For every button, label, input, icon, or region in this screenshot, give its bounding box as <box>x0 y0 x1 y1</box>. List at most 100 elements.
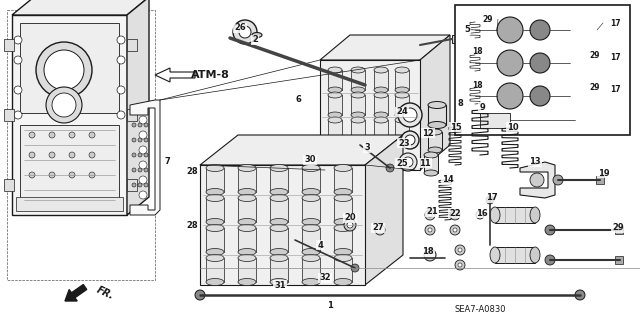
Bar <box>395 120 409 140</box>
Polygon shape <box>12 0 149 15</box>
Ellipse shape <box>428 129 442 135</box>
Circle shape <box>575 290 585 300</box>
Circle shape <box>138 138 142 142</box>
Ellipse shape <box>351 87 365 93</box>
Ellipse shape <box>395 87 409 93</box>
Bar <box>270 258 288 282</box>
Ellipse shape <box>395 117 409 123</box>
Text: 17: 17 <box>610 85 620 94</box>
Bar <box>480 113 510 128</box>
Circle shape <box>398 103 422 127</box>
Circle shape <box>455 260 465 270</box>
Ellipse shape <box>328 87 342 93</box>
Ellipse shape <box>395 137 409 143</box>
Circle shape <box>144 168 148 172</box>
Circle shape <box>132 138 136 142</box>
Bar <box>328 95 342 115</box>
Circle shape <box>453 213 457 217</box>
Circle shape <box>425 210 435 220</box>
Ellipse shape <box>238 255 256 262</box>
Bar <box>395 70 409 90</box>
Text: 28: 28 <box>186 167 198 176</box>
Text: 25: 25 <box>396 159 408 167</box>
Polygon shape <box>155 68 195 82</box>
Circle shape <box>144 123 148 127</box>
Bar <box>4 39 14 51</box>
Ellipse shape <box>351 92 365 98</box>
Bar <box>455 5 630 135</box>
Text: 14: 14 <box>442 175 454 184</box>
Bar <box>428 105 446 125</box>
Ellipse shape <box>374 137 388 143</box>
Circle shape <box>144 138 148 142</box>
Ellipse shape <box>270 255 288 262</box>
Bar <box>238 258 256 282</box>
Circle shape <box>139 176 147 184</box>
Circle shape <box>375 225 385 235</box>
Ellipse shape <box>334 189 352 196</box>
Ellipse shape <box>270 195 288 202</box>
Circle shape <box>138 153 142 157</box>
Text: 18: 18 <box>472 80 483 90</box>
Ellipse shape <box>206 255 224 262</box>
Bar <box>270 228 288 252</box>
Ellipse shape <box>334 278 352 286</box>
Text: 18: 18 <box>422 248 434 256</box>
Circle shape <box>424 249 436 261</box>
Ellipse shape <box>374 92 388 98</box>
Circle shape <box>89 152 95 158</box>
Circle shape <box>195 290 205 300</box>
Bar <box>334 258 352 282</box>
Text: 11: 11 <box>419 159 431 167</box>
Circle shape <box>138 183 142 187</box>
Text: 17: 17 <box>610 19 620 27</box>
Bar <box>495 247 535 263</box>
Ellipse shape <box>351 67 365 73</box>
Bar <box>395 95 409 115</box>
Text: 29: 29 <box>589 50 600 60</box>
Circle shape <box>450 225 460 235</box>
Circle shape <box>14 36 22 44</box>
Text: 2: 2 <box>252 35 258 44</box>
Circle shape <box>233 20 257 44</box>
Circle shape <box>14 86 22 94</box>
Bar <box>351 95 365 115</box>
Bar <box>374 95 388 115</box>
Bar <box>238 198 256 222</box>
Text: 20: 20 <box>344 213 356 222</box>
Text: 17: 17 <box>486 194 498 203</box>
Bar <box>302 168 320 192</box>
Circle shape <box>458 263 462 267</box>
Text: 32: 32 <box>319 273 331 283</box>
Ellipse shape <box>428 122 446 129</box>
Circle shape <box>553 175 563 185</box>
Circle shape <box>458 248 462 252</box>
Text: 24: 24 <box>396 108 408 116</box>
Ellipse shape <box>302 278 320 286</box>
Bar <box>334 228 352 252</box>
Bar <box>452 35 468 43</box>
Bar <box>127 109 137 121</box>
Ellipse shape <box>206 225 224 232</box>
Circle shape <box>545 255 555 265</box>
Ellipse shape <box>328 67 342 73</box>
Bar <box>4 109 14 121</box>
Ellipse shape <box>334 195 352 202</box>
Circle shape <box>138 123 142 127</box>
Bar <box>270 198 288 222</box>
Ellipse shape <box>395 67 409 73</box>
Text: 7: 7 <box>164 158 170 167</box>
Circle shape <box>44 50 84 90</box>
Bar <box>302 258 320 282</box>
Circle shape <box>117 86 125 94</box>
Ellipse shape <box>302 195 320 202</box>
Text: 4: 4 <box>317 241 323 249</box>
Ellipse shape <box>238 225 256 232</box>
Text: 21: 21 <box>426 207 438 217</box>
Ellipse shape <box>428 101 446 108</box>
Ellipse shape <box>424 170 438 176</box>
Ellipse shape <box>374 67 388 73</box>
Ellipse shape <box>302 249 320 256</box>
Text: ATM-8: ATM-8 <box>191 70 229 80</box>
Ellipse shape <box>334 219 352 226</box>
